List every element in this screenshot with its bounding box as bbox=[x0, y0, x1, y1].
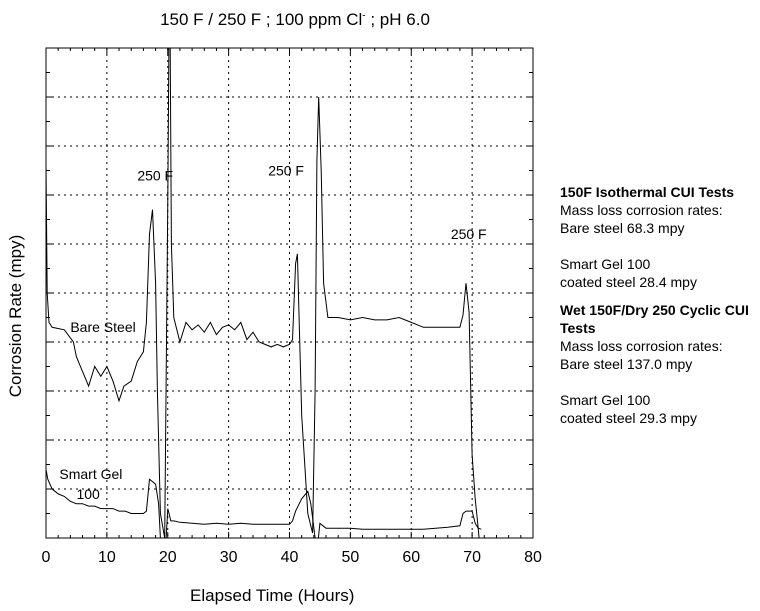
annotation-label: 100 bbox=[76, 486, 100, 502]
x-tick-label: 10 bbox=[98, 549, 116, 566]
x-tick-label: 30 bbox=[220, 549, 238, 566]
x-tick-labels: 0 10 20 30 40 50 60 70 80 bbox=[42, 549, 542, 566]
isothermal-gel-line2: coated steel 28.4 mpy bbox=[560, 274, 697, 290]
x-tick-label: 50 bbox=[341, 549, 359, 566]
annotation-label: 250 F bbox=[137, 167, 173, 183]
isothermal-gel-line1: Smart Gel 100 bbox=[560, 256, 651, 272]
y-axis-label: Corrosion Rate (mpy) bbox=[6, 234, 25, 398]
x-tick-label: 40 bbox=[281, 549, 299, 566]
x-tick-label: 80 bbox=[524, 549, 542, 566]
cyclic-gel-line2: coated steel 29.3 mpy bbox=[560, 410, 697, 426]
notes-panel: 150F Isothermal CUI Tests Mass loss corr… bbox=[560, 183, 760, 427]
annotation-label: 250 F bbox=[268, 162, 304, 178]
cyclic-gel-line1: Smart Gel 100 bbox=[560, 392, 651, 408]
x-tick-label: 0 bbox=[42, 549, 51, 566]
series-line-bare-steel bbox=[46, 48, 480, 538]
x-axis-label: Elapsed Time (Hours) bbox=[190, 586, 355, 605]
series-line-smart-gel bbox=[46, 469, 482, 538]
cyclic-rates-label: Mass loss corrosion rates: bbox=[560, 338, 723, 354]
cyclic-bare-rate: Bare steel 137.0 mpy bbox=[560, 356, 693, 372]
x-tick-label: 60 bbox=[402, 549, 420, 566]
axis-ticks bbox=[45, 47, 534, 539]
isothermal-bare-rate: Bare steel 68.3 mpy bbox=[560, 220, 685, 236]
isothermal-rates-label: Mass loss corrosion rates: bbox=[560, 202, 723, 218]
isothermal-heading: 150F Isothermal CUI Tests bbox=[560, 184, 735, 200]
x-tick-label: 70 bbox=[463, 549, 481, 566]
annotation-label: Bare Steel bbox=[70, 319, 135, 335]
chart-title: 150 F / 250 F ; 100 ppm Cl- ; pH 6.0 bbox=[160, 10, 430, 29]
x-tick-label: 20 bbox=[159, 549, 177, 566]
grid-lines bbox=[46, 48, 533, 538]
annotation-label: Smart Gel bbox=[59, 466, 122, 482]
annotation-label: 250 F bbox=[451, 226, 487, 242]
cyclic-heading: Wet 150F/Dry 250 Cyclic CUI Tests bbox=[560, 302, 749, 336]
